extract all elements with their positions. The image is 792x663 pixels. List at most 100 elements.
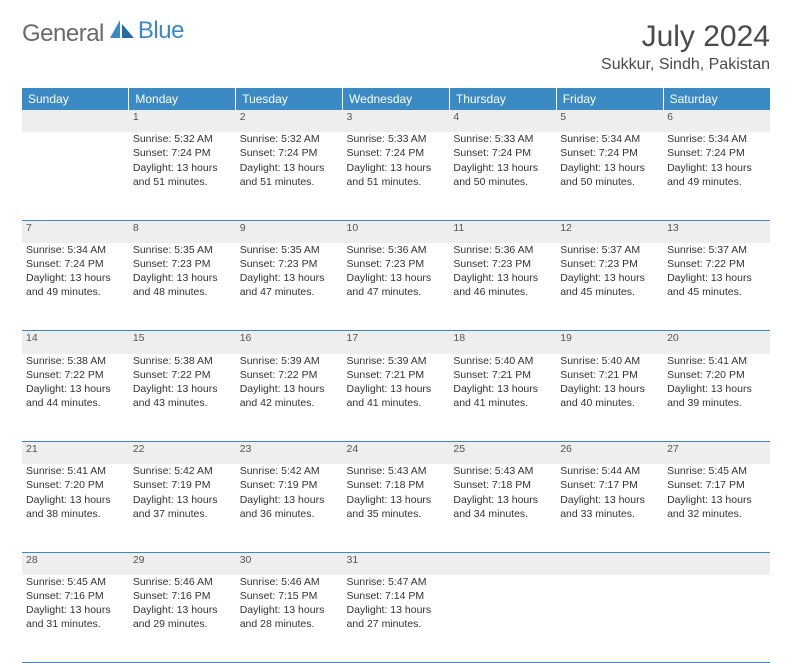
sunset-text: Sunset: 7:24 PM bbox=[667, 146, 766, 160]
day2-text: and 44 minutes. bbox=[26, 396, 125, 410]
day-cell: Sunrise: 5:32 AMSunset: 7:24 PMDaylight:… bbox=[129, 132, 236, 220]
day-number-cell: 31 bbox=[343, 552, 450, 575]
sunrise-text: Sunrise: 5:34 AM bbox=[26, 243, 125, 257]
day-cell: Sunrise: 5:38 AMSunset: 7:22 PMDaylight:… bbox=[22, 354, 129, 442]
sunset-text: Sunset: 7:23 PM bbox=[347, 257, 446, 271]
day2-text: and 29 minutes. bbox=[133, 617, 232, 631]
day-number-cell: 8 bbox=[129, 220, 236, 243]
day2-text: and 45 minutes. bbox=[560, 285, 659, 299]
weekday-header: Monday bbox=[129, 88, 236, 110]
sunrise-text: Sunrise: 5:41 AM bbox=[26, 464, 125, 478]
day2-text: and 49 minutes. bbox=[26, 285, 125, 299]
sunrise-text: Sunrise: 5:37 AM bbox=[560, 243, 659, 257]
sunrise-text: Sunrise: 5:41 AM bbox=[667, 354, 766, 368]
day-number-cell bbox=[22, 110, 129, 132]
sunrise-text: Sunrise: 5:36 AM bbox=[453, 243, 552, 257]
calendar-body: 123456Sunrise: 5:32 AMSunset: 7:24 PMDay… bbox=[22, 110, 770, 663]
day-cell: Sunrise: 5:34 AMSunset: 7:24 PMDaylight:… bbox=[22, 243, 129, 331]
day-cell: Sunrise: 5:34 AMSunset: 7:24 PMDaylight:… bbox=[663, 132, 770, 220]
title-block: July 2024 Sukkur, Sindh, Pakistan bbox=[601, 20, 770, 74]
sunrise-text: Sunrise: 5:33 AM bbox=[453, 132, 552, 146]
day-number-row: 21222324252627 bbox=[22, 442, 770, 465]
day-cell: Sunrise: 5:34 AMSunset: 7:24 PMDaylight:… bbox=[556, 132, 663, 220]
day1-text: Daylight: 13 hours bbox=[240, 493, 339, 507]
sunrise-text: Sunrise: 5:43 AM bbox=[347, 464, 446, 478]
day2-text: and 48 minutes. bbox=[133, 285, 232, 299]
day2-text: and 43 minutes. bbox=[133, 396, 232, 410]
day1-text: Daylight: 13 hours bbox=[453, 493, 552, 507]
day-cell bbox=[22, 132, 129, 220]
day1-text: Daylight: 13 hours bbox=[133, 382, 232, 396]
day-number-cell bbox=[556, 552, 663, 575]
day-number-cell: 5 bbox=[556, 110, 663, 132]
day1-text: Daylight: 13 hours bbox=[240, 271, 339, 285]
day-number-cell: 23 bbox=[236, 442, 343, 465]
day1-text: Daylight: 13 hours bbox=[26, 603, 125, 617]
sunset-text: Sunset: 7:24 PM bbox=[453, 146, 552, 160]
sunrise-text: Sunrise: 5:46 AM bbox=[133, 575, 232, 589]
day1-text: Daylight: 13 hours bbox=[347, 271, 446, 285]
day-cell: Sunrise: 5:45 AMSunset: 7:16 PMDaylight:… bbox=[22, 575, 129, 663]
sunrise-text: Sunrise: 5:43 AM bbox=[453, 464, 552, 478]
day2-text: and 36 minutes. bbox=[240, 507, 339, 521]
day-number-cell: 4 bbox=[449, 110, 556, 132]
day1-text: Daylight: 13 hours bbox=[26, 382, 125, 396]
weekday-header-row: Sunday Monday Tuesday Wednesday Thursday… bbox=[22, 88, 770, 110]
day-number-cell: 13 bbox=[663, 220, 770, 243]
sunrise-text: Sunrise: 5:46 AM bbox=[240, 575, 339, 589]
sunset-text: Sunset: 7:18 PM bbox=[453, 478, 552, 492]
day2-text: and 50 minutes. bbox=[560, 175, 659, 189]
day-cell: Sunrise: 5:43 AMSunset: 7:18 PMDaylight:… bbox=[449, 464, 556, 552]
sunset-text: Sunset: 7:19 PM bbox=[133, 478, 232, 492]
day2-text: and 34 minutes. bbox=[453, 507, 552, 521]
day-cell: Sunrise: 5:39 AMSunset: 7:21 PMDaylight:… bbox=[343, 354, 450, 442]
sunrise-text: Sunrise: 5:33 AM bbox=[347, 132, 446, 146]
day-cell: Sunrise: 5:38 AMSunset: 7:22 PMDaylight:… bbox=[129, 354, 236, 442]
brand-part1: General bbox=[22, 20, 104, 48]
day1-text: Daylight: 13 hours bbox=[240, 603, 339, 617]
sunset-text: Sunset: 7:24 PM bbox=[133, 146, 232, 160]
day-number-cell: 20 bbox=[663, 331, 770, 354]
day-cell: Sunrise: 5:39 AMSunset: 7:22 PMDaylight:… bbox=[236, 354, 343, 442]
day-number-cell: 7 bbox=[22, 220, 129, 243]
day-number-cell: 26 bbox=[556, 442, 663, 465]
sunset-text: Sunset: 7:24 PM bbox=[347, 146, 446, 160]
day-cell: Sunrise: 5:40 AMSunset: 7:21 PMDaylight:… bbox=[556, 354, 663, 442]
day2-text: and 45 minutes. bbox=[667, 285, 766, 299]
weekday-header: Tuesday bbox=[236, 88, 343, 110]
day-number-cell: 3 bbox=[343, 110, 450, 132]
day1-text: Daylight: 13 hours bbox=[347, 161, 446, 175]
calendar-table: Sunday Monday Tuesday Wednesday Thursday… bbox=[22, 88, 770, 663]
day2-text: and 37 minutes. bbox=[133, 507, 232, 521]
day-number-cell: 12 bbox=[556, 220, 663, 243]
day-cell: Sunrise: 5:36 AMSunset: 7:23 PMDaylight:… bbox=[343, 243, 450, 331]
day1-text: Daylight: 13 hours bbox=[667, 161, 766, 175]
day-cell: Sunrise: 5:36 AMSunset: 7:23 PMDaylight:… bbox=[449, 243, 556, 331]
day-cell: Sunrise: 5:37 AMSunset: 7:23 PMDaylight:… bbox=[556, 243, 663, 331]
day2-text: and 28 minutes. bbox=[240, 617, 339, 631]
sunset-text: Sunset: 7:17 PM bbox=[667, 478, 766, 492]
day-cell: Sunrise: 5:33 AMSunset: 7:24 PMDaylight:… bbox=[449, 132, 556, 220]
sunrise-text: Sunrise: 5:38 AM bbox=[26, 354, 125, 368]
weekday-header: Wednesday bbox=[343, 88, 450, 110]
sunset-text: Sunset: 7:20 PM bbox=[26, 478, 125, 492]
sunset-text: Sunset: 7:22 PM bbox=[26, 368, 125, 382]
day-cell: Sunrise: 5:43 AMSunset: 7:18 PMDaylight:… bbox=[343, 464, 450, 552]
day1-text: Daylight: 13 hours bbox=[560, 161, 659, 175]
sunset-text: Sunset: 7:22 PM bbox=[133, 368, 232, 382]
day2-text: and 51 minutes. bbox=[240, 175, 339, 189]
day2-text: and 47 minutes. bbox=[347, 285, 446, 299]
day-number-row: 78910111213 bbox=[22, 220, 770, 243]
day1-text: Daylight: 13 hours bbox=[133, 161, 232, 175]
location-text: Sukkur, Sindh, Pakistan bbox=[601, 56, 770, 74]
day1-text: Daylight: 13 hours bbox=[133, 603, 232, 617]
sunrise-text: Sunrise: 5:39 AM bbox=[347, 354, 446, 368]
day2-text: and 42 minutes. bbox=[240, 396, 339, 410]
day-number-row: 28293031 bbox=[22, 552, 770, 575]
day-cell: Sunrise: 5:44 AMSunset: 7:17 PMDaylight:… bbox=[556, 464, 663, 552]
day2-text: and 47 minutes. bbox=[240, 285, 339, 299]
page-header: General Blue July 2024 Sukkur, Sindh, Pa… bbox=[22, 20, 770, 74]
day-cell: Sunrise: 5:35 AMSunset: 7:23 PMDaylight:… bbox=[129, 243, 236, 331]
day2-text: and 31 minutes. bbox=[26, 617, 125, 631]
sunset-text: Sunset: 7:20 PM bbox=[667, 368, 766, 382]
